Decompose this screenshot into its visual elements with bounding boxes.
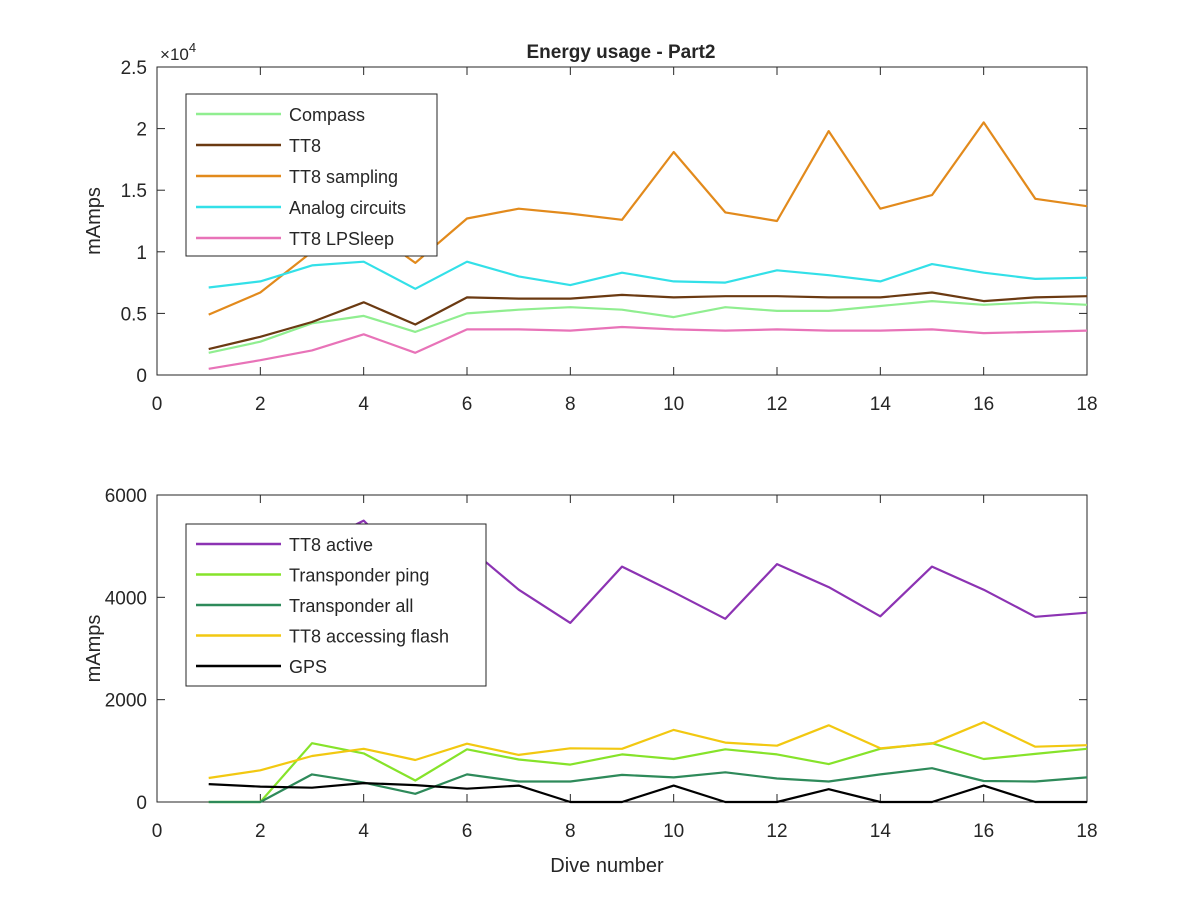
- x-tick-label: 2: [255, 821, 266, 842]
- x-tick-label: 18: [1076, 821, 1097, 842]
- series-line-tt8: [208, 291, 1088, 351]
- x-tick-label: 0: [152, 394, 163, 415]
- legend-label: TT8 LPSleep: [289, 229, 394, 249]
- axes-box: [156, 66, 1088, 376]
- y-exponent-label: ×104: [160, 40, 196, 64]
- legend-label: TT8 active: [289, 535, 373, 555]
- legend-label: Analog circuits: [289, 198, 406, 218]
- y-tick-label: 6000: [105, 486, 147, 507]
- x-tick-label: 4: [358, 821, 369, 842]
- bottom-plot: 0 2 4 6 8 10 12 14 16 18 0 2000 4000 6000 mAmps Dive nu…: [83, 486, 1098, 877]
- series-line-analog-circuits: [208, 260, 1088, 290]
- legend-box: [185, 93, 438, 257]
- legend-label: TT8: [289, 136, 321, 156]
- y-tick-label: 1.5: [121, 181, 147, 202]
- y-exponent-base: 10: [170, 45, 189, 64]
- legend-label: GPS: [289, 657, 327, 677]
- legend-label: Transponder ping: [289, 566, 429, 586]
- y-exponent-power: 4: [189, 40, 196, 55]
- legend: Compass TT8 TT8 sampling Analog circuits TT8…: [185, 93, 438, 257]
- x-tick-label: 0: [152, 821, 163, 842]
- x-tick-label: 10: [663, 394, 684, 415]
- legend-label: TT8 accessing flash: [289, 627, 449, 647]
- y-axis-label: mAmps: [83, 187, 105, 255]
- x-tick-label: 14: [870, 394, 892, 415]
- legend-label: Compass: [289, 105, 365, 125]
- x-tick-label: 18: [1076, 394, 1097, 415]
- x-tick-label: 16: [973, 821, 994, 842]
- y-tick-label: 0: [136, 366, 147, 387]
- series-line-transponder-all: [208, 767, 1088, 804]
- x-tick-label: 6: [462, 394, 473, 415]
- x-tick-label: 12: [766, 821, 787, 842]
- x-tick-label: 4: [358, 394, 369, 415]
- y-tick-label: 1: [136, 243, 147, 264]
- x-tick-label: 8: [565, 394, 576, 415]
- y-tick-label: 0: [136, 793, 147, 814]
- x-tick-label: 6: [462, 821, 473, 842]
- y-tick-label: 2.5: [121, 58, 147, 79]
- legend: TT8 active Transponder ping Transponder al…: [185, 523, 487, 687]
- y-axis-label: mAmps: [83, 615, 105, 683]
- x-tick-label: 10: [663, 821, 684, 842]
- chart-title: Energy usage - Part2: [526, 42, 715, 63]
- series-line-tt8-lpsleep: [208, 325, 1088, 370]
- y-tick-label: 4000: [105, 588, 147, 609]
- series-line-gps: [208, 781, 1087, 804]
- y-exponent-prefix: ×: [160, 45, 170, 64]
- y-tick-label: 0.5: [121, 304, 147, 325]
- series-line-tt8-accessing-flash: [208, 721, 1088, 780]
- series-line-compass: [208, 300, 1088, 354]
- x-tick-label: 16: [973, 394, 994, 415]
- y-tick-label: 2: [136, 120, 147, 141]
- x-tick-label: 14: [870, 821, 892, 842]
- legend-label: Transponder all: [289, 596, 413, 616]
- x-axis-label: Dive number: [550, 855, 664, 877]
- y-tick-label: 2000: [105, 691, 147, 712]
- legend-label: TT8 sampling: [289, 167, 398, 187]
- x-tick-label: 8: [565, 821, 576, 842]
- top-plot: 0 2 4 6 8 10 12 14 16 18 0 0.5 1 1.5 2 2.5 mAmps Compass T…: [83, 58, 1098, 415]
- series-line-transponder-ping: [208, 742, 1088, 804]
- x-tick-label: 2: [255, 394, 266, 415]
- x-tick-label: 12: [766, 394, 787, 415]
